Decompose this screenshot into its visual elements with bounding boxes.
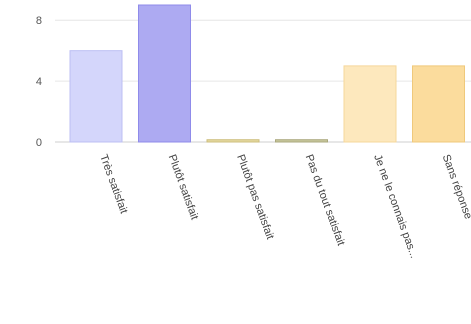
x-category-label: Sans réponse [440,153,471,221]
y-tick-label: 8 [36,15,42,27]
x-category-label: Plutôt satisfait [166,153,201,221]
y-tick-label: 0 [36,137,42,149]
bar-3 [206,139,260,143]
bar-2 [138,4,191,143]
gridlines [55,19,471,143]
y-tick-label: 4 [36,76,42,88]
bar-5 [343,65,397,143]
bar-1 [69,50,123,143]
bar-6 [412,65,465,143]
y-axis-ticks: 0 4 8 [36,15,42,149]
x-category-label: Plutôt pas satisfait [234,153,276,241]
bar-4 [275,139,328,143]
x-category-label: Très satisfait [97,153,129,215]
x-category-label: Je ne le connais pas... [371,153,420,260]
x-axis-labels: Très satisfait Plutôt satisfait Plutôt pas… [97,153,471,260]
bars [69,4,465,143]
x-category-label: Pas du tout satisfait [303,153,347,247]
